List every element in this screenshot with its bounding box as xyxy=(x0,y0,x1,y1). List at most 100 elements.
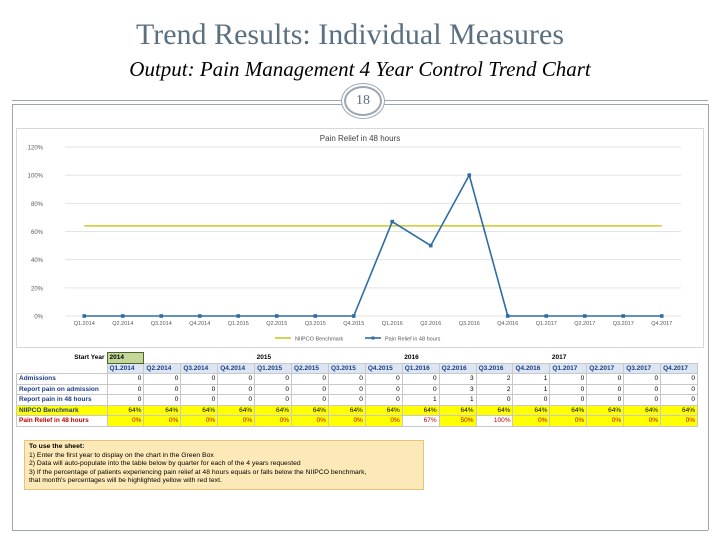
data-point xyxy=(351,314,356,318)
table-cell: 0 xyxy=(217,383,256,395)
table-cell: 0 xyxy=(217,373,256,385)
table-cell: 64% xyxy=(401,404,440,416)
quarter-header: Q4.2017 xyxy=(660,362,698,374)
x-tick-label: Q1.2014 xyxy=(74,321,95,327)
x-tick-label: Q2.2017 xyxy=(574,321,595,327)
table-cell: 0% xyxy=(549,415,588,427)
y-tick-label: 80% xyxy=(31,202,44,208)
instructions-box: To use the sheet: 1) Enter the first yea… xyxy=(24,440,424,490)
table-cell: 0% xyxy=(623,415,662,427)
table-cell: 0 xyxy=(512,394,551,406)
slide-title: Trend Results: Individual Measures xyxy=(135,18,565,51)
quarter-header: Q1.2017 xyxy=(549,362,588,374)
row-label: Report pain on admission xyxy=(16,383,108,395)
table-cell: 64% xyxy=(291,404,329,416)
table-cell: 0 xyxy=(623,373,662,385)
table-cell: 0 xyxy=(106,383,145,395)
instruction-line: that month's percentages will be highlig… xyxy=(29,477,222,485)
table-cell: 0 xyxy=(401,383,440,395)
instructions-heading: To use the sheet: xyxy=(29,443,85,450)
table-cell: 64% xyxy=(254,404,293,416)
table-cell: 0 xyxy=(549,383,588,395)
quarter-header: Q3.2015 xyxy=(327,362,366,374)
start-year-label: Start Year xyxy=(74,354,105,362)
table-cell: 0 xyxy=(586,383,625,395)
x-tick-label: Q2.2016 xyxy=(420,321,441,327)
table-cell: 64% xyxy=(586,404,625,416)
table-cell: 0 xyxy=(180,373,219,385)
table-cell: 0% xyxy=(143,415,182,427)
table-cell: 64% xyxy=(327,404,366,416)
table-cell: 0% xyxy=(512,415,551,427)
table-cell: 0% xyxy=(660,415,698,427)
quarter-header: Q1.2015 xyxy=(254,362,293,374)
table-cell: 0 xyxy=(180,394,219,406)
table-cell: 0% xyxy=(106,415,145,427)
table-cell: 0 xyxy=(254,383,293,395)
table-cell: 64% xyxy=(623,404,662,416)
table-cell: 1 xyxy=(512,373,551,385)
table-cell: 0 xyxy=(623,383,662,395)
y-tick-label: 0% xyxy=(34,315,43,321)
data-point xyxy=(159,314,164,318)
table-cell: 0 xyxy=(660,373,698,385)
table-cell: 1 xyxy=(401,394,440,406)
x-tick-label: Q2.2015 xyxy=(266,321,287,327)
quarter-header: Q4.2016 xyxy=(512,362,551,374)
table-row: Pain Relief in 48 hours 0% 0% 0% 0% 0% 0% 0% 0% 6… xyxy=(16,415,698,427)
table-cell: 0 xyxy=(143,394,182,406)
table-cell: 0 xyxy=(364,383,403,395)
row-label: NIIPCO Benchmark xyxy=(16,404,108,416)
x-tick-label: Q1.2015 xyxy=(228,321,249,327)
table-cell: 0% xyxy=(254,415,293,427)
row-label: Admissions xyxy=(16,373,108,385)
y-tick-label: 100% xyxy=(28,174,44,180)
data-point xyxy=(274,314,279,318)
table-cell: 0 xyxy=(291,383,329,395)
instruction-line: 1) Enter the first year to display on th… xyxy=(29,451,214,459)
table-cell: 64% xyxy=(180,404,219,416)
data-point xyxy=(197,314,202,318)
data-point xyxy=(82,314,87,318)
data-point xyxy=(544,314,549,318)
data-point xyxy=(390,219,395,224)
data-point xyxy=(313,314,318,318)
start-year-input[interactable]: 2014 xyxy=(106,352,145,364)
y-tick-label: 40% xyxy=(31,258,44,264)
table-cell: 0 xyxy=(327,383,366,395)
table-cell: 0 xyxy=(660,394,698,406)
series-line xyxy=(84,173,662,317)
x-tick-label: Q3.2014 xyxy=(151,321,172,327)
data-point xyxy=(467,173,472,177)
x-tick-label: Q2.2014 xyxy=(112,321,133,327)
table-cell: 64% xyxy=(217,404,256,416)
table-cell: 0 xyxy=(660,383,698,395)
quarter-header: Q2.2016 xyxy=(438,362,477,374)
quarter-header: Q4.2015 xyxy=(364,362,403,374)
legend-label: NIIPCO Benchmark xyxy=(295,337,344,343)
table-cell: 0% xyxy=(364,415,403,427)
frame-left xyxy=(12,104,13,530)
table-cell: 0 xyxy=(254,373,293,385)
table-cell: 0% xyxy=(180,415,219,427)
table-cell: 0 xyxy=(586,373,625,385)
quarter-header: Q3.2017 xyxy=(623,362,662,374)
quarter-header: Q2.2015 xyxy=(291,362,329,374)
data-table: Start Year 2014 2015 2016 2017 Q1.2014 Q2… xyxy=(16,352,698,427)
table-cell: 0% xyxy=(291,415,329,427)
table-cell: 64% xyxy=(106,404,145,416)
table-cell: 1 xyxy=(512,383,551,395)
x-tick-label: Q3.2017 xyxy=(613,321,634,327)
table-cell: 0 xyxy=(623,394,662,406)
legend-label: Pain Relief in 48 hours xyxy=(385,337,441,343)
data-point xyxy=(659,314,664,318)
table-cell: 3 xyxy=(438,383,477,395)
quarter-header: Q2.2014 xyxy=(143,362,182,374)
table-cell: 2 xyxy=(475,373,514,385)
table-cell: 0 xyxy=(549,373,588,385)
data-point xyxy=(428,243,433,248)
data-point xyxy=(505,314,510,318)
table-cell: 100% xyxy=(475,415,514,427)
quarter-header: Q4.2014 xyxy=(217,362,256,374)
slide-subtitle: Output: Pain Management 4 Year Control T… xyxy=(129,57,591,81)
